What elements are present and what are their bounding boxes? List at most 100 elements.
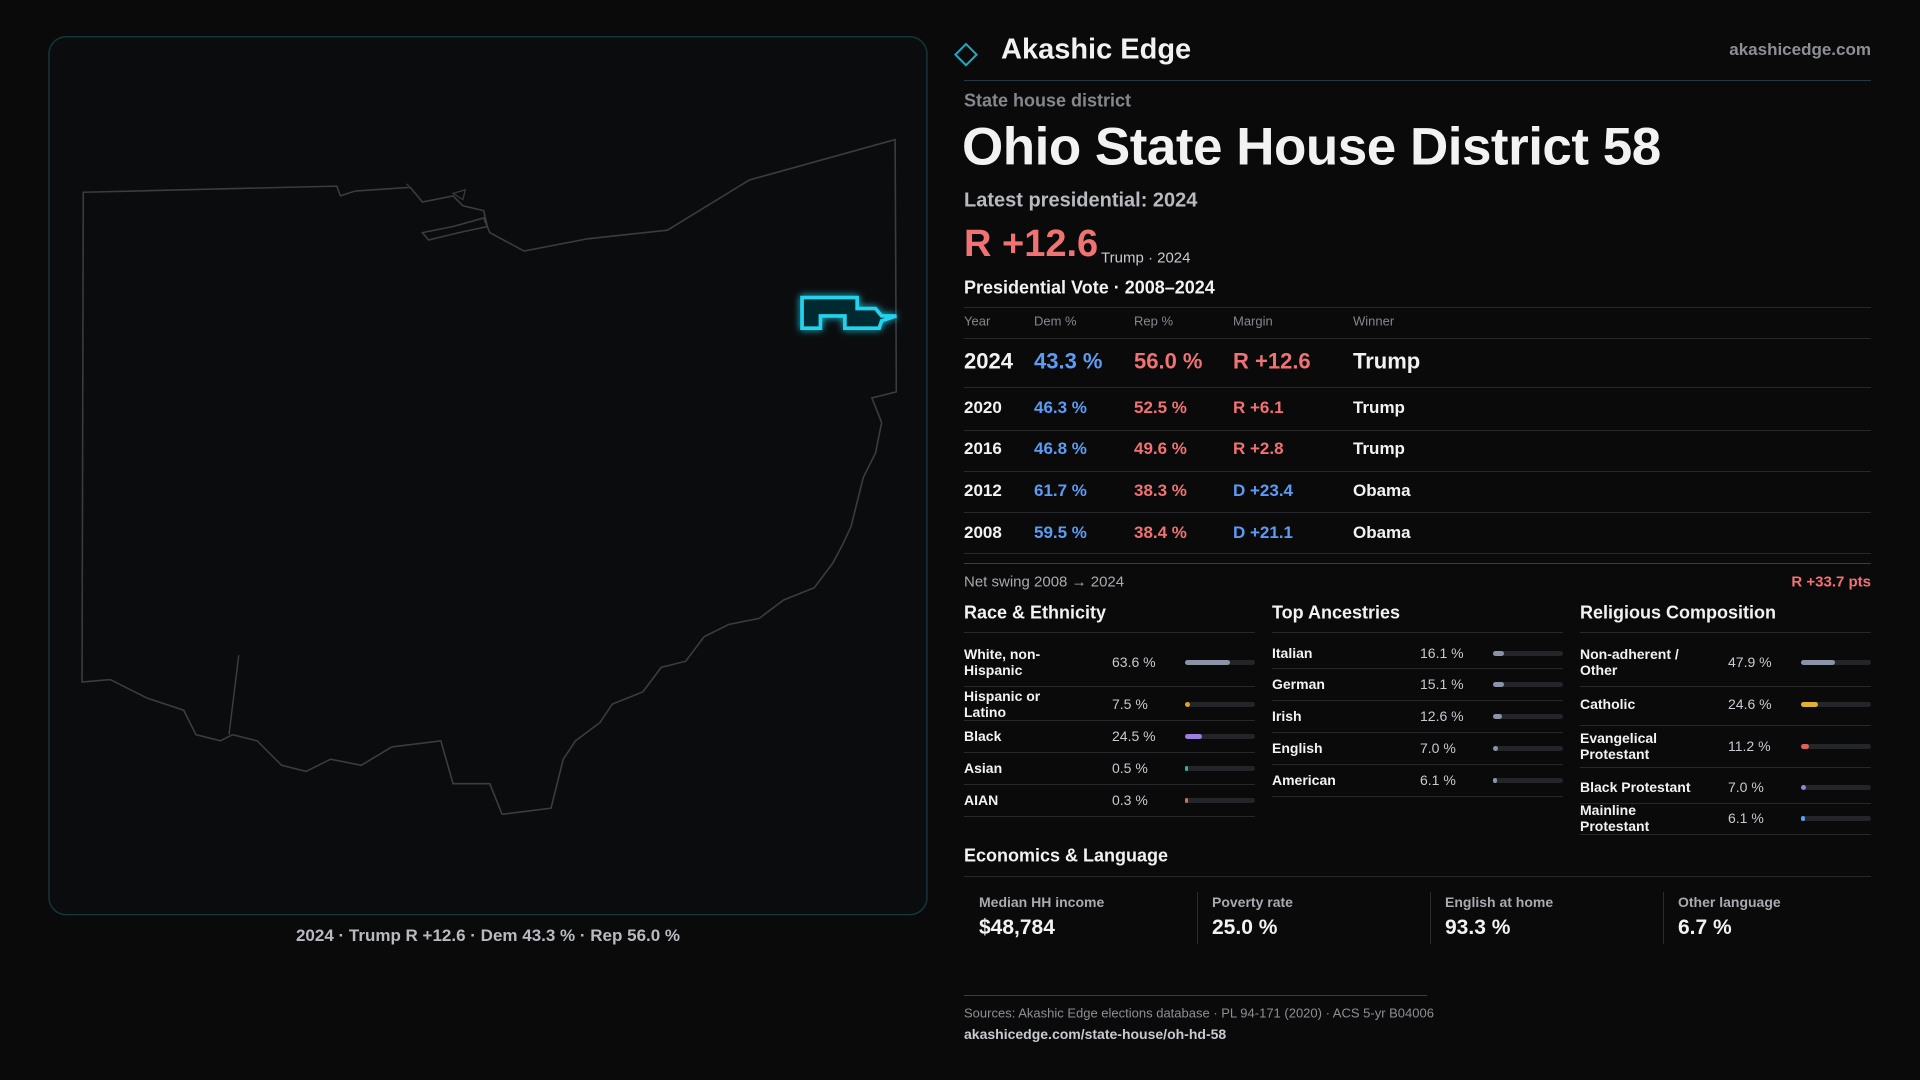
dem-share: 46.8 % <box>1034 439 1087 459</box>
district-kind: State house district <box>964 90 1132 111</box>
bar-track <box>1493 745 1563 751</box>
divider <box>964 387 1871 388</box>
bar-track <box>1185 765 1255 771</box>
row-label: Black <box>964 727 1002 744</box>
bar <box>1493 681 1504 687</box>
row-value: 6.1 % <box>1420 771 1456 788</box>
column-header: Dem % <box>1034 313 1077 329</box>
winner: Trump <box>1353 398 1405 418</box>
row-label: Irish <box>1272 707 1302 724</box>
row-label: American <box>1272 771 1336 788</box>
divider <box>1272 632 1563 633</box>
rep-share: 56.0 % <box>1134 348 1203 374</box>
dem-share: 46.3 % <box>1034 398 1087 418</box>
rep-share: 38.4 % <box>1134 523 1187 543</box>
divider <box>1197 892 1198 944</box>
sources: Sources: Akashic Edge elections database… <box>964 1005 1434 1021</box>
bar <box>1801 815 1806 821</box>
row-value: 24.6 % <box>1728 695 1772 712</box>
stat-value: 25.0 % <box>1212 915 1278 939</box>
bar <box>1801 701 1819 707</box>
margin: R +2.8 <box>1233 439 1284 459</box>
row-label: AIAN <box>964 791 999 808</box>
bar-track <box>1493 713 1563 719</box>
divider <box>964 553 1871 554</box>
row-label: Mainline Protestant <box>1580 801 1650 834</box>
dem-share: 59.5 % <box>1034 523 1087 543</box>
row-label: Hispanic or Latino <box>964 687 1041 720</box>
divider <box>964 720 1255 721</box>
margin: D +21.1 <box>1233 523 1294 543</box>
stat-value: 6.7 % <box>1678 915 1732 939</box>
row-value: 7.0 % <box>1420 739 1456 756</box>
divider <box>964 307 1871 308</box>
island <box>406 183 467 201</box>
latest-margin: R +12.6 <box>964 223 1099 266</box>
year: 2020 <box>964 398 1002 418</box>
row-value: 47.9 % <box>1728 653 1772 670</box>
divider <box>1580 632 1871 633</box>
bar-track <box>1493 650 1563 656</box>
district-highlight <box>800 295 897 331</box>
bar-track <box>1493 777 1563 783</box>
margin: R +12.6 <box>1233 348 1311 374</box>
column-header: Rep % <box>1134 313 1174 329</box>
divider <box>1580 767 1871 768</box>
brand: Akashic Edge <box>1001 33 1192 66</box>
row-value: 15.1 % <box>1420 675 1464 692</box>
row-label: Catholic <box>1580 695 1636 712</box>
winner: Obama <box>1353 481 1411 501</box>
column-header: Winner <box>1353 313 1395 329</box>
rep-share: 49.6 % <box>1134 439 1187 459</box>
bar <box>1493 777 1498 783</box>
divider <box>1580 834 1871 835</box>
bar <box>1493 713 1502 719</box>
row-value: 0.5 % <box>1112 759 1148 776</box>
bar-track <box>1801 701 1871 707</box>
year: 2016 <box>964 439 1002 459</box>
map-panel <box>48 36 928 916</box>
divider <box>1580 803 1871 804</box>
row-label: English <box>1272 739 1323 756</box>
winner: Trump <box>1353 348 1421 374</box>
row-label: Black Protestant <box>1580 778 1691 795</box>
row-value: 7.5 % <box>1112 695 1148 712</box>
section-title: Top Ancestries <box>1272 602 1401 623</box>
stat-value: $48,784 <box>979 915 1055 939</box>
divider <box>964 563 1871 564</box>
divider <box>1272 668 1563 669</box>
divider <box>964 686 1255 687</box>
row-value: 11.2 % <box>1728 737 1771 754</box>
divider <box>964 876 1871 877</box>
bar <box>1185 701 1191 707</box>
bar-track <box>1185 797 1255 803</box>
bar-track <box>1801 815 1871 821</box>
winner: Trump <box>1353 439 1405 459</box>
site-link[interactable]: akashicedge.com <box>1729 40 1871 60</box>
year: 2012 <box>964 481 1002 501</box>
divider <box>1580 725 1871 726</box>
stat-value: 93.3 % <box>1445 915 1511 939</box>
divider <box>964 784 1255 785</box>
bar <box>1185 765 1188 771</box>
divider <box>964 430 1871 431</box>
stat-label: Median HH income <box>979 893 1105 910</box>
row-value: 12.6 % <box>1420 707 1464 724</box>
divider <box>964 80 1871 81</box>
margin: D +23.4 <box>1233 481 1294 501</box>
row-value: 7.0 % <box>1728 778 1764 795</box>
row-label: Italian <box>1272 644 1313 661</box>
section-title: Race & Ethnicity <box>964 602 1107 623</box>
county-line <box>228 655 240 735</box>
bar <box>1185 659 1230 665</box>
divider <box>964 752 1255 753</box>
bar-track <box>1801 784 1871 790</box>
row-value: 63.6 % <box>1112 653 1156 670</box>
bar <box>1185 797 1188 803</box>
margin: R +6.1 <box>1233 398 1284 418</box>
bar <box>1185 733 1203 739</box>
rep-share: 38.3 % <box>1134 481 1187 501</box>
row-label: Evangelical Protestant <box>1580 729 1658 762</box>
section-title: Religious Composition <box>1580 602 1776 623</box>
